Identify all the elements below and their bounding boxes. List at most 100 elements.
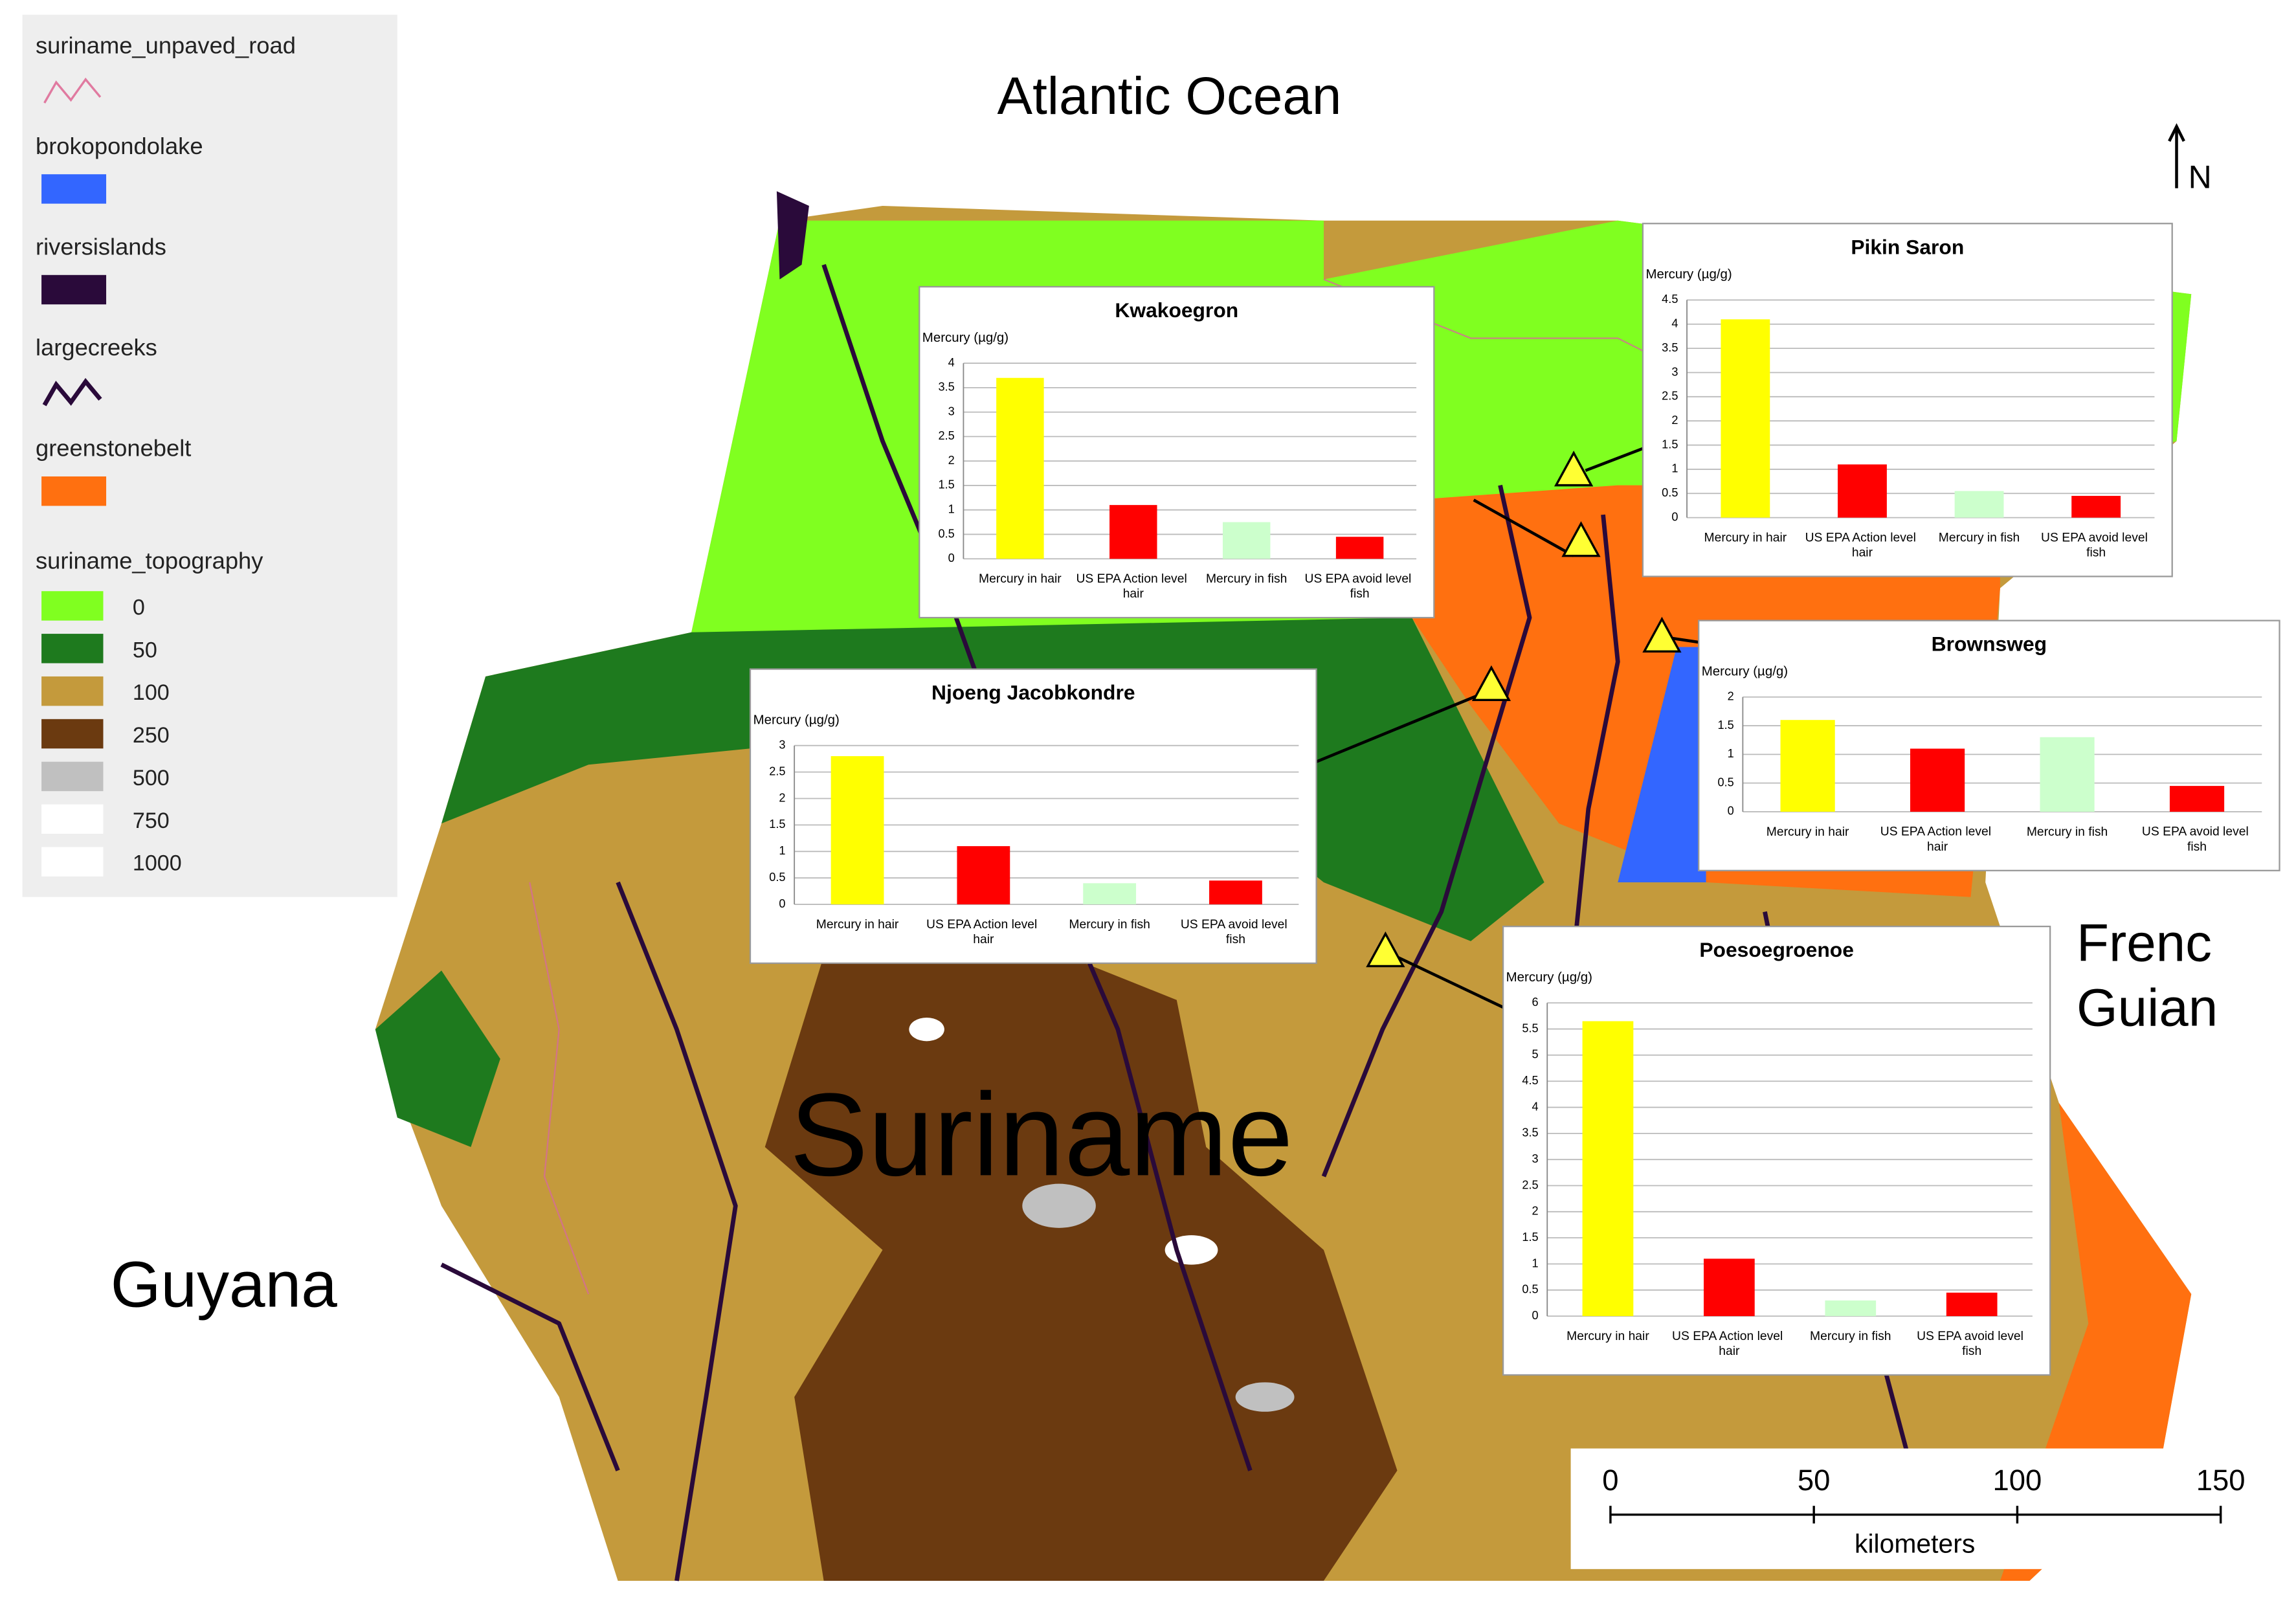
y-tick-label: 1 [948,502,955,515]
bar [2169,786,2225,812]
y-tick-label: 5 [1532,1048,1539,1061]
y-tick-label: 3 [948,405,955,418]
legend-symbol [41,174,107,204]
legend-symbol [42,377,102,407]
site-marker [1561,521,1601,557]
y-tick-label: 2 [948,454,955,467]
scale-unit: kilometers [1855,1528,1975,1558]
y-tick-label: 2 [1671,414,1678,427]
legend-label: riversislands [36,234,166,260]
y-tick-label: 4.5 [1522,1074,1538,1087]
y-tick-label: 2 [1532,1205,1539,1218]
y-tick-label: 4 [1671,317,1678,330]
bar [1582,1021,1634,1317]
mountain-peak [1022,1183,1096,1228]
connector [1385,950,1504,1009]
y-tick-label: 2 [779,791,785,804]
scale-tick-label: 50 [1798,1464,1831,1497]
y-axis-label: Mercury (µg/g) [922,330,1009,345]
bar [1083,883,1137,905]
x-tick-label: US EPA avoid level fish [2041,531,2151,560]
legend-label: brokopondolake [36,133,203,159]
y-tick-label: 2.5 [939,429,955,442]
legend-label: largecreeks [36,334,157,361]
neighbor-label: Guyana [111,1249,337,1321]
connector [1585,447,1644,473]
y-tick-label: 2.5 [769,765,785,777]
legend-swatch [41,634,104,664]
legend: suriname_unpaved_road brokopondolake river… [22,14,397,897]
chart: Njoeng Jacobkondre Mercury (µg/g) 0 0.5 1 1.5… [749,668,1317,965]
bar [996,377,1044,559]
y-tick-label: 1 [1671,462,1678,475]
legend-symbol [41,476,107,506]
hills [375,970,500,1147]
bar [1946,1292,1998,1317]
river-island [776,191,809,280]
legend-swatch [41,804,104,834]
x-tick-label: Mercury in fish [1206,572,1287,586]
bar [957,846,1010,905]
ocean-label: Atlantic Ocean [998,67,1342,126]
chart: Poesoegroenoe Mercury (µg/g) 0 0.5 1 1.5 2 2.5 3… [1502,925,2051,1376]
river [616,881,738,1581]
highlands [764,941,1398,1581]
bar [1209,880,1262,905]
y-tick-label: 0 [779,897,785,910]
y-tick-label: 3.5 [939,381,955,394]
legend-label: greenstonebelt [36,435,191,462]
road [529,882,590,1295]
north-arrow [2168,123,2185,142]
x-tick-label: US EPA Action level hair [1880,825,1995,854]
site-marker [1554,451,1594,487]
site-marker [1471,665,1511,702]
y-tick-label: 1 [779,844,785,857]
river [1321,484,1532,1178]
legend-class-label: 1000 [133,851,182,876]
y-tick-label: 1.5 [1662,438,1678,451]
bar [1825,1300,1877,1317]
y-tick-label: 1.5 [769,818,785,831]
country-label: Suriname [790,1068,1293,1200]
x-tick-label: US EPA Action level hair [1076,572,1190,601]
x-tick-label: US EPA Action level hair [1805,531,1920,560]
x-tick-label: Mercury in fish [1939,531,2020,545]
legend-class-label: 750 [133,809,170,833]
y-tick-label: 1.5 [1717,719,1733,731]
bar [1910,748,1965,812]
y-tick-label: 0 [1728,805,1734,818]
chart: Brownsweg Mercury (µg/g) 0 0.5 1 1.5 2 Mercury … [1698,620,2280,871]
legend-label: suriname_topography [36,547,263,574]
y-tick-label: 1 [1728,747,1734,760]
y-tick-label: 3.5 [1522,1126,1538,1139]
x-tick-label: Mercury in fish [2027,825,2108,839]
x-tick-label: US EPA avoid level fish [2142,825,2252,854]
neighbor-label: Frenc [2077,914,2212,973]
y-tick-label: 3 [1532,1152,1539,1165]
neighbor-label: Guian [2077,978,2218,1037]
bar [830,756,884,905]
legend-box [22,14,397,897]
y-axis-label: Mercury (µg/g) [1506,970,1592,985]
legend-swatch [41,591,104,621]
x-tick-label: US EPA avoid level fish [1305,572,1415,601]
y-tick-label: 3 [1671,365,1678,378]
y-tick-label: 5.5 [1522,1022,1538,1034]
legend-symbol [41,274,107,305]
y-tick-label: 4.5 [1662,293,1678,306]
x-tick-label: US EPA Action level hair [926,918,1041,946]
legend-class-label: 100 [133,680,170,705]
y-tick-label: 0 [1671,510,1678,523]
connector [1315,689,1489,763]
y-tick-label: 2 [1728,690,1734,703]
site-marker [1642,616,1682,653]
x-tick-label: Mercury in fish [1069,918,1150,932]
x-tick-label: Mercury in hair [1767,825,1849,839]
lake [1618,647,1706,882]
y-tick-label: 1.5 [1522,1231,1538,1244]
chart: Kwakoegron Mercury (µg/g) 0 0.5 1 1.5 2 2.5 3 3.5… [919,285,1435,619]
mountain-peak [1235,1382,1295,1412]
y-axis-label: Mercury (µg/g) [753,713,840,728]
x-tick-label: Mercury in hair [816,918,899,932]
x-tick-label: US EPA avoid level fish [1917,1330,2027,1358]
